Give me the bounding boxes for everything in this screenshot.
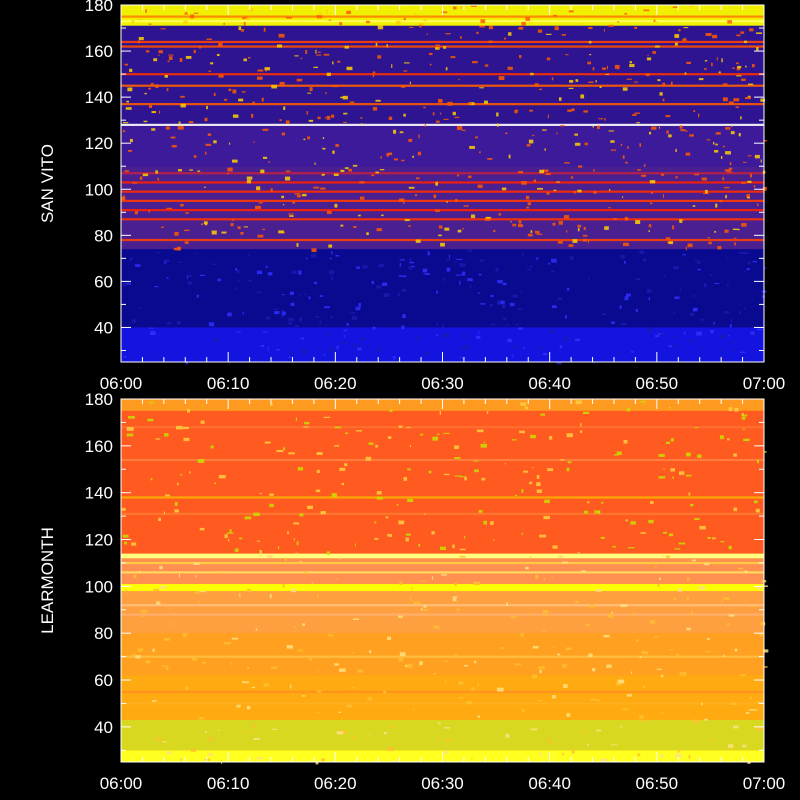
x-tick-label: 06:20	[314, 774, 357, 793]
y-tick-label: 40	[94, 718, 113, 737]
learmonth-panel: 40 60 80 100 120 140 160 180 06:00 06:10 06:20 06:3…	[38, 390, 785, 793]
emission-line	[121, 571, 764, 574]
y-tick-label: 60	[94, 272, 113, 291]
y-tick-label: 160	[85, 437, 113, 456]
emission-line	[121, 208, 764, 212]
x-tick-label: 06:30	[421, 774, 464, 793]
y-tick-label: 100	[85, 180, 113, 199]
emission-line	[121, 40, 764, 44]
x-tick-label: 06:10	[207, 774, 250, 793]
intensity-band	[121, 633, 764, 676]
san-vito-ylabel: SAN VITO	[38, 144, 57, 223]
x-tick-label: 06:40	[528, 374, 571, 393]
emission-line	[121, 613, 764, 616]
emission-line	[121, 84, 764, 87]
y-tick-label: 180	[85, 390, 113, 409]
intensity-band	[121, 166, 764, 250]
san-vito-panel: 40 60 80 100 120 140 160 180 06:00 06:10 06:20 06:3…	[38, 0, 785, 393]
emission-line	[121, 181, 764, 184]
emission-line	[121, 512, 764, 515]
emission-line	[121, 604, 764, 607]
y-tick-label: 80	[94, 624, 113, 643]
intensity-band	[121, 675, 764, 720]
x-tick-label: 06:10	[207, 374, 250, 393]
emission-line	[121, 561, 764, 565]
emission-line	[121, 199, 764, 202]
intensity-band	[121, 591, 764, 634]
y-tick-label: 140	[85, 484, 113, 503]
intensity-band	[121, 124, 764, 167]
y-tick-label: 60	[94, 671, 113, 690]
learmonth-plot-area	[121, 399, 769, 765]
emission-line	[121, 73, 764, 76]
emission-line	[121, 45, 764, 48]
intensity-band	[121, 584, 764, 592]
emission-line	[121, 458, 764, 462]
y-tick-label: 160	[85, 42, 113, 61]
y-tick-label: 120	[85, 531, 113, 550]
emission-line	[121, 218, 764, 221]
y-tick-label: 140	[85, 88, 113, 107]
intensity-band	[121, 410, 764, 554]
emission-line	[121, 702, 764, 705]
emission-line	[121, 123, 764, 126]
x-tick-label: 06:00	[100, 374, 143, 393]
emission-line	[121, 172, 764, 175]
burst-speckles	[121, 5, 768, 365]
emission-line	[121, 15, 764, 18]
learmonth-axes: 40 60 80 100 120 140 160 180 06:00 06:10 06:20 06:3…	[85, 390, 786, 793]
x-tick-label: 06:50	[636, 774, 679, 793]
emission-line	[121, 496, 764, 499]
emission-line	[121, 426, 764, 429]
intensity-band	[121, 553, 764, 559]
emission-line	[121, 655, 764, 658]
y-tick-label: 120	[85, 134, 113, 153]
emission-line	[121, 20, 764, 23]
x-tick-label: 07:00	[743, 374, 786, 393]
x-tick-label: 06:00	[100, 774, 143, 793]
x-tick-label: 06:30	[421, 374, 464, 393]
y-tick-label: 40	[94, 318, 113, 337]
learmonth-ylabel: LEARMONTH	[38, 527, 57, 634]
intensity-band	[121, 249, 764, 328]
x-tick-label: 07:00	[743, 774, 786, 793]
emission-line	[121, 690, 764, 693]
x-tick-label: 06:20	[314, 374, 357, 393]
emission-line	[121, 190, 764, 193]
emission-line	[121, 238, 764, 242]
y-tick-label: 180	[85, 0, 113, 15]
y-tick-label: 80	[94, 226, 113, 245]
x-tick-label: 06:40	[528, 774, 571, 793]
intensity-band	[121, 719, 764, 751]
san-vito-plot-area	[121, 5, 768, 365]
burst-speckles	[121, 400, 769, 765]
san-vito-axes: 40 60 80 100 120 140 160 180 06:00 06:10 06:20 06:3…	[85, 0, 786, 393]
emission-line	[121, 103, 764, 106]
x-tick-label: 06:50	[636, 374, 679, 393]
y-tick-label: 100	[85, 577, 113, 596]
